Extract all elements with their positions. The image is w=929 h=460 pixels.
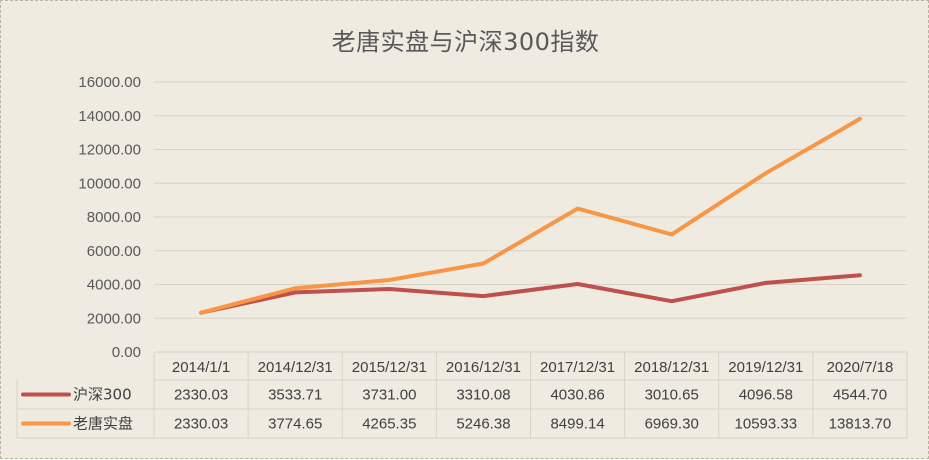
x-tick-label: 2017/12/31 [540, 359, 615, 376]
legend-label: 老唐实盘 [73, 415, 133, 433]
data-label: 5246.38 [456, 416, 510, 433]
x-tick-label: 2014/12/31 [258, 359, 333, 376]
data-label: 4030.86 [550, 387, 604, 404]
series-line [199, 116, 862, 315]
y-tick-label: 6000.00 [87, 243, 141, 260]
data-label: 13813.70 [829, 416, 892, 433]
legend-label: 沪深300 [73, 386, 132, 404]
y-tick-label: 14000.00 [78, 108, 141, 125]
data-label: 3731.00 [362, 387, 416, 404]
x-tick-label: 2020/7/18 [827, 359, 894, 376]
y-tick-label: 8000.00 [87, 209, 141, 226]
x-tick-label: 2014/1/1 [172, 359, 230, 376]
data-table [16, 351, 908, 439]
data-label: 4265.35 [362, 416, 416, 433]
y-tick-label: 0.00 [112, 344, 141, 361]
x-tick-label: 2018/12/31 [634, 359, 709, 376]
axis-labels: 0.00 2000.00 4000.00 6000.00 8000.00 10000.00… [21, 74, 894, 433]
data-label: 2330.03 [174, 387, 228, 404]
gridlines [154, 81, 907, 319]
y-tick-label: 10000.00 [78, 175, 141, 192]
y-tick-label: 2000.00 [87, 310, 141, 327]
x-tick-label: 2019/12/31 [728, 359, 803, 376]
y-tick-label: 12000.00 [78, 142, 141, 159]
data-label: 3533.71 [268, 387, 322, 404]
chart-title: 老唐实盘与沪深300指数 [331, 28, 600, 56]
data-label: 3310.08 [456, 387, 510, 404]
x-tick-label: 2015/12/31 [352, 359, 427, 376]
data-label: 10593.33 [735, 416, 798, 433]
y-tick-label: 4000.00 [87, 277, 141, 294]
data-label: 8499.14 [550, 416, 604, 433]
data-label: 2330.03 [174, 416, 228, 433]
data-label: 4096.58 [739, 387, 793, 404]
data-label: 3010.65 [645, 387, 699, 404]
data-label: 3774.65 [268, 416, 322, 433]
y-tick-label: 16000.00 [78, 74, 141, 91]
series-lines [199, 116, 862, 315]
x-tick-label: 2016/12/31 [446, 359, 521, 376]
series-line [199, 273, 862, 315]
data-label: 6969.30 [645, 416, 699, 433]
data-label: 4544.70 [833, 387, 887, 404]
